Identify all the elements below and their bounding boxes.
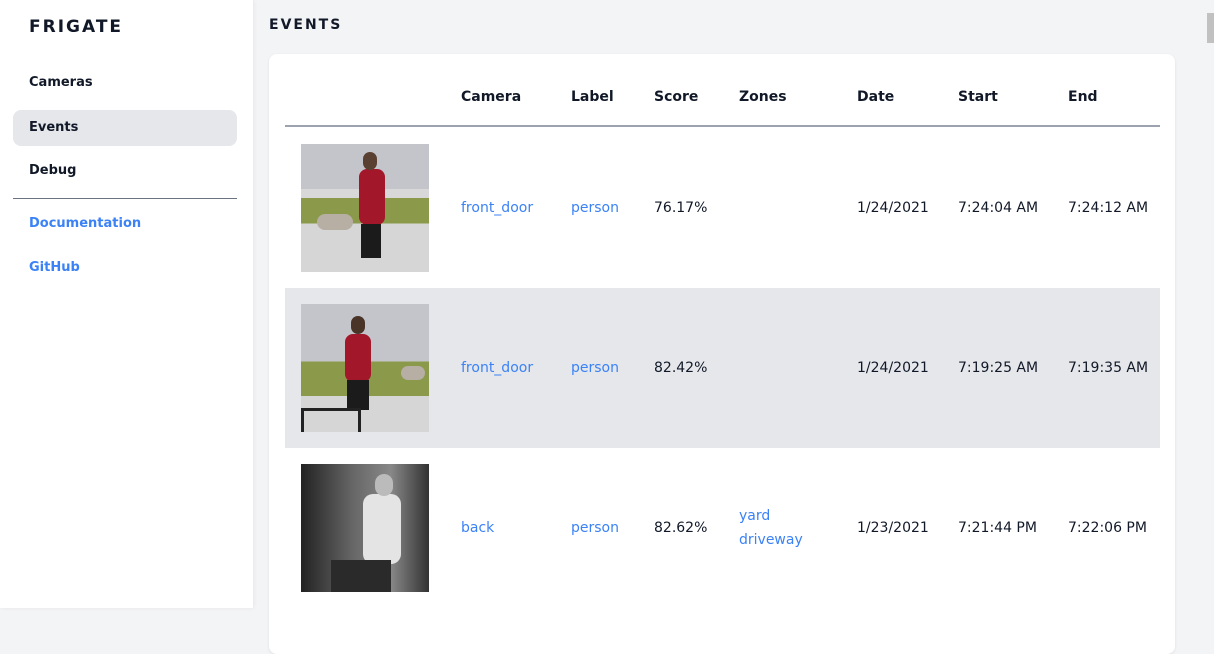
camera-link[interactable]: back: [461, 520, 495, 536]
sidebar-item-events[interactable]: Events: [13, 110, 237, 146]
header-score: Score: [654, 89, 699, 105]
scrollbar[interactable]: [1207, 0, 1214, 608]
brand-logo: FRIGATE: [29, 17, 124, 37]
table-row[interactable]: front_door person 76.17% 1/24/2021 7:24:…: [285, 128, 1160, 288]
end-time: 7:19:35 AM: [1068, 360, 1149, 376]
camera-link[interactable]: front_door: [461, 200, 534, 216]
header-zones: Zones: [739, 89, 787, 105]
zone-link[interactable]: yard: [739, 508, 771, 524]
label-link[interactable]: person: [571, 520, 619, 536]
header-start: Start: [958, 89, 998, 105]
table-header: Camera Label Score Zones Date Start End: [285, 70, 1160, 127]
sidebar-link-github[interactable]: GitHub: [29, 260, 80, 275]
score: 76.17%: [654, 200, 708, 216]
date: 1/24/2021: [857, 360, 929, 376]
start-time: 7:24:04 AM: [958, 200, 1039, 216]
header-date: Date: [857, 89, 895, 105]
header-end: End: [1068, 89, 1098, 105]
start-time: 7:21:44 PM: [958, 520, 1037, 536]
zone-link[interactable]: driveway: [739, 532, 803, 548]
event-thumbnail[interactable]: [301, 144, 429, 272]
events-table: Camera Label Score Zones Date Start End …: [269, 54, 1175, 654]
table-row[interactable]: front_door person 82.42% 1/24/2021 7:19:…: [285, 288, 1160, 448]
header-label: Label: [571, 89, 614, 105]
end-time: 7:22:06 PM: [1068, 520, 1147, 536]
sidebar-link-documentation[interactable]: Documentation: [29, 216, 142, 231]
start-time: 7:19:25 AM: [958, 360, 1039, 376]
scrollbar-thumb[interactable]: [1207, 13, 1214, 43]
sidebar-divider: [13, 198, 237, 199]
label-link[interactable]: person: [571, 360, 619, 376]
event-thumbnail[interactable]: [301, 304, 429, 432]
table-row[interactable]: back person 82.62% yard driveway 1/23/20…: [285, 448, 1160, 608]
label-link[interactable]: person: [571, 200, 619, 216]
sidebar-item-cameras[interactable]: Cameras: [29, 75, 93, 90]
event-thumbnail[interactable]: [301, 464, 429, 592]
sidebar-item-debug[interactable]: Debug: [29, 163, 77, 178]
score: 82.42%: [654, 360, 708, 376]
page-title: EVENTS: [269, 17, 343, 33]
sidebar: FRIGATE Cameras Events Debug Documentati…: [0, 0, 253, 608]
camera-link[interactable]: front_door: [461, 360, 534, 376]
score: 82.62%: [654, 520, 708, 536]
end-time: 7:24:12 AM: [1068, 200, 1149, 216]
date: 1/23/2021: [857, 520, 929, 536]
header-camera: Camera: [461, 89, 522, 105]
zones: yard driveway: [739, 504, 803, 552]
date: 1/24/2021: [857, 200, 929, 216]
